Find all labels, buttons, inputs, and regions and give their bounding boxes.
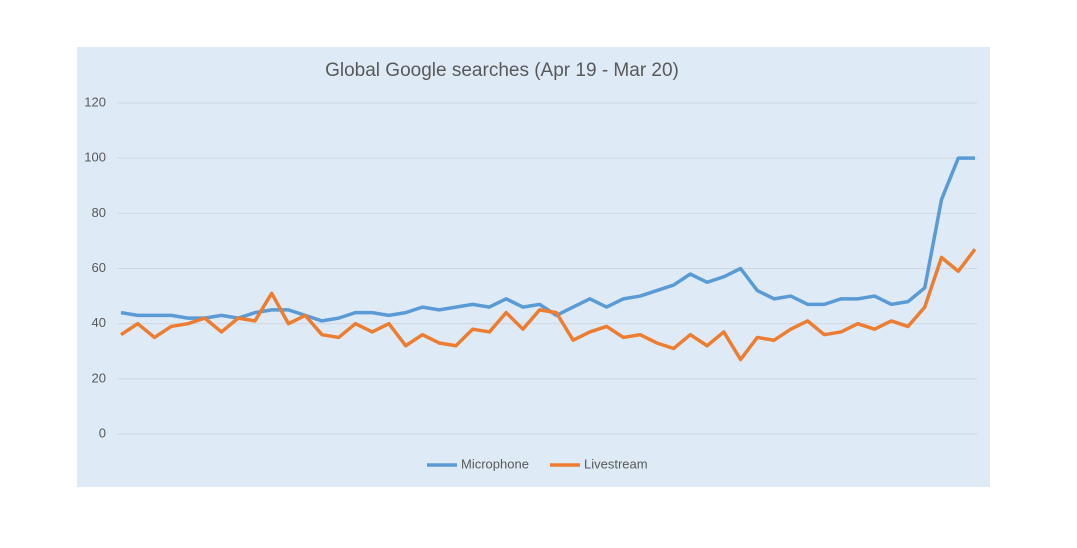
y-tick-label: 40 [92,315,106,330]
legend-label: Microphone [461,456,529,471]
y-tick-label: 20 [92,370,106,385]
legend-label: Livestream [584,456,648,471]
plot-background [77,47,990,487]
y-tick-label: 60 [92,260,106,275]
y-tick-label: 100 [84,150,106,165]
y-tick-label: 0 [99,425,106,440]
series-line [120,248,977,362]
chart-title: Global Google searches (Apr 19 - Mar 20) [325,60,679,81]
y-tick-label: 80 [92,205,106,220]
y-tick-label: 120 [84,94,106,109]
